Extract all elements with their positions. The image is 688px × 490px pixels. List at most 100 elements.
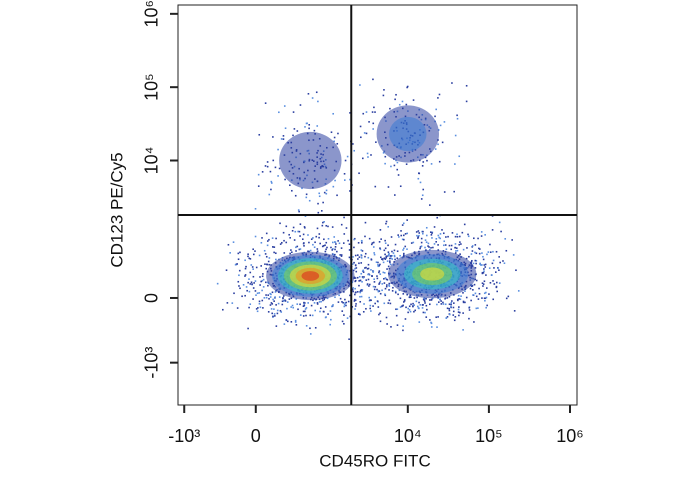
- event-dot: [296, 245, 299, 248]
- event-dot: [479, 248, 481, 250]
- event-dot: [277, 148, 279, 151]
- event-dot: [315, 91, 318, 94]
- event-dot: [410, 296, 412, 298]
- event-dot: [352, 256, 354, 258]
- event-dot: [467, 235, 470, 238]
- event-dot: [297, 230, 299, 233]
- event-dot: [472, 262, 475, 265]
- event-dot: [330, 246, 332, 249]
- event-dot: [237, 280, 240, 283]
- event-dot: [314, 241, 316, 244]
- event-dot: [362, 271, 365, 273]
- event-dot: [276, 312, 279, 315]
- event-dot: [313, 129, 316, 132]
- event-dot: [302, 310, 305, 313]
- event-dot: [385, 255, 388, 258]
- event-dot: [351, 263, 354, 265]
- event-dot: [459, 241, 461, 243]
- event-dot: [408, 296, 411, 299]
- event-dot: [334, 246, 337, 248]
- event-dot: [392, 286, 394, 289]
- event-dot: [423, 300, 426, 302]
- event-dot: [465, 100, 468, 103]
- event-dot: [403, 301, 405, 303]
- event-dot: [368, 121, 370, 123]
- event-dot: [390, 236, 393, 238]
- event-dot: [266, 240, 269, 242]
- event-dot: [356, 291, 359, 293]
- event-dot: [439, 124, 442, 127]
- event-dot: [457, 311, 460, 313]
- event-dot: [305, 314, 307, 317]
- event-dot: [334, 253, 336, 256]
- event-dot: [378, 270, 381, 272]
- event-dot: [237, 252, 240, 255]
- event-dot: [412, 241, 415, 244]
- event-dot: [393, 249, 396, 252]
- event-dot: [384, 293, 386, 296]
- event-dot: [270, 293, 272, 296]
- event-dot: [442, 301, 444, 304]
- event-dot: [396, 250, 399, 253]
- event-dot: [483, 264, 486, 266]
- event-dot: [358, 275, 361, 278]
- event-dot: [236, 263, 238, 265]
- event-dot: [292, 134, 294, 137]
- event-dot: [382, 271, 385, 274]
- event-dot: [303, 245, 305, 247]
- event-dot: [460, 243, 462, 245]
- event-dot: [354, 254, 357, 257]
- event-dot: [359, 279, 362, 282]
- event-dot: [308, 127, 310, 130]
- event-dot: [305, 193, 308, 196]
- event-dot: [425, 304, 428, 307]
- event-dot: [325, 192, 328, 195]
- event-dot: [367, 273, 369, 276]
- event-dot: [371, 275, 373, 277]
- event-dot: [360, 254, 363, 256]
- event-dot: [265, 296, 268, 299]
- event-dot: [255, 308, 258, 310]
- event-dot: [429, 319, 431, 321]
- event-dot: [274, 291, 277, 293]
- event-dot: [454, 316, 457, 318]
- event-dot: [381, 283, 384, 285]
- event-dot: [454, 252, 457, 254]
- event-dot: [437, 97, 439, 99]
- event-dot: [382, 94, 385, 97]
- event-dot: [316, 250, 319, 252]
- event-dot: [384, 155, 387, 158]
- event-dot: [422, 298, 425, 301]
- event-dot: [468, 309, 471, 311]
- event-dot: [373, 288, 376, 291]
- event-dot: [493, 283, 496, 285]
- event-dot: [261, 171, 264, 173]
- event-dot: [231, 302, 234, 304]
- event-dot: [456, 249, 459, 252]
- event-dot: [364, 255, 366, 258]
- event-dot: [317, 202, 319, 205]
- event-dot: [259, 276, 261, 278]
- event-dot: [266, 244, 269, 247]
- event-dot: [459, 253, 461, 255]
- event-dot: [277, 302, 280, 305]
- event-dot: [383, 271, 386, 274]
- event-dot: [431, 297, 434, 300]
- event-dot: [370, 269, 372, 271]
- event-dot: [407, 307, 410, 310]
- event-dot: [307, 92, 310, 95]
- event-dot: [419, 181, 422, 184]
- event-dot: [331, 305, 333, 308]
- event-dot: [343, 287, 345, 290]
- event-dot: [260, 280, 262, 283]
- event-dot: [474, 292, 477, 295]
- event-dot: [384, 239, 386, 242]
- event-dot: [272, 159, 275, 162]
- event-dot: [365, 111, 368, 113]
- event-dot: [462, 312, 464, 314]
- event-dot: [421, 165, 424, 167]
- population: [343, 214, 520, 332]
- event-dot: [309, 333, 312, 335]
- event-dot: [282, 231, 285, 234]
- event-dot: [333, 136, 336, 139]
